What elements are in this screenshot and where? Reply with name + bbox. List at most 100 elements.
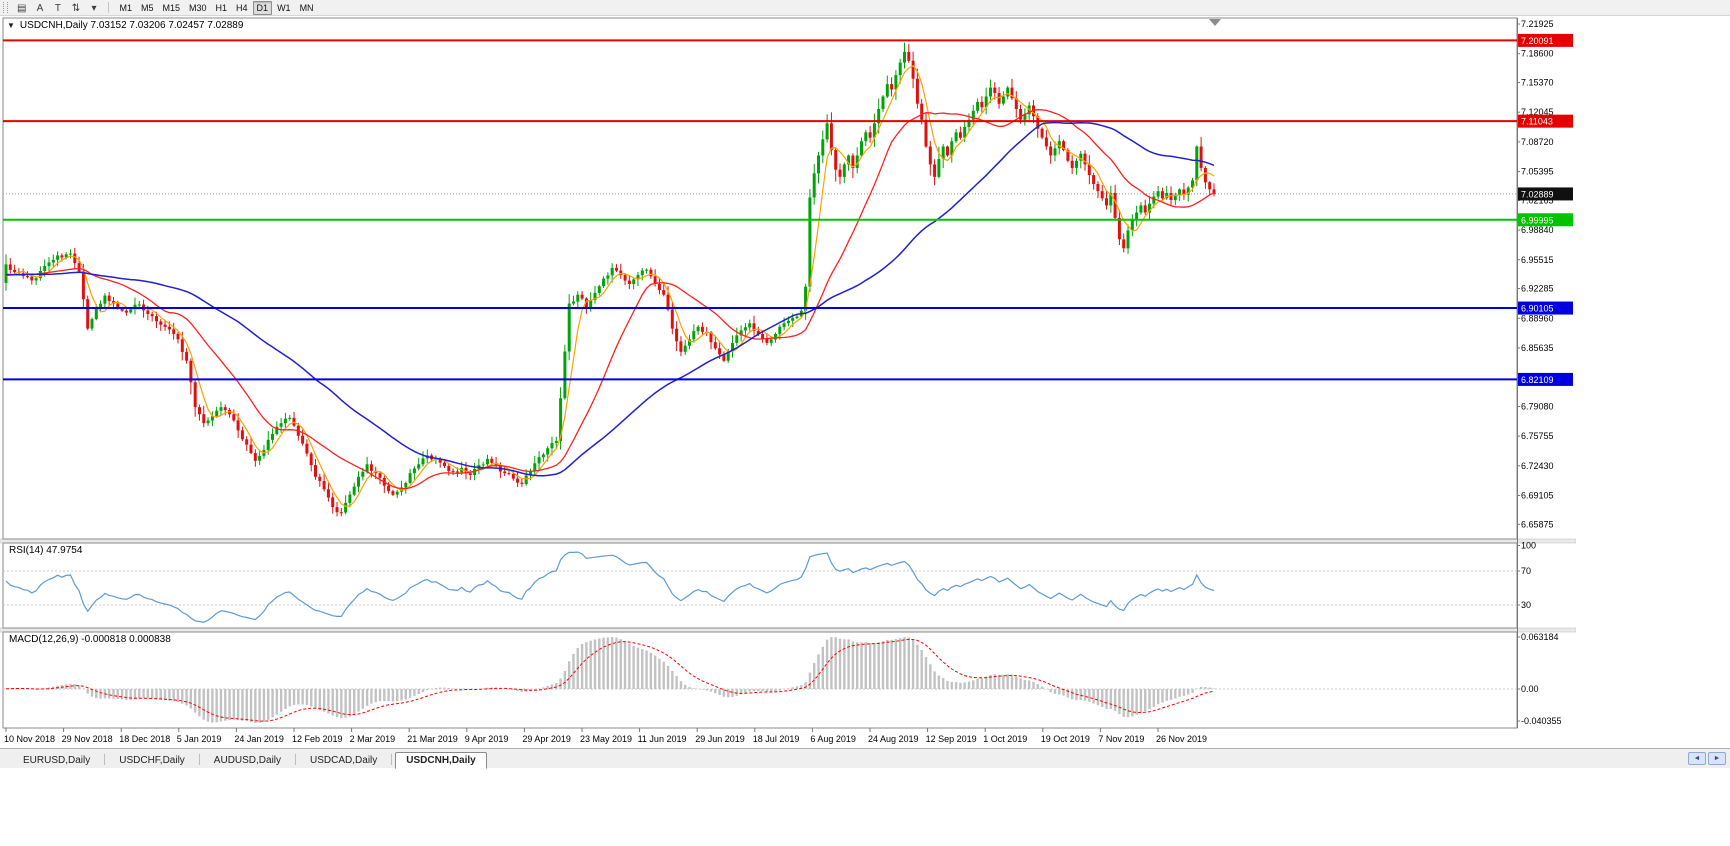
price-axis-label: 6.75755 <box>1521 431 1554 441</box>
panel-splitter[interactable] <box>0 627 1576 633</box>
indicator-tool-button[interactable]: ⇅ <box>71 2 81 14</box>
date-axis-label: 9 Apr 2019 <box>465 734 509 744</box>
date-axis-label: 6 Aug 2019 <box>810 734 856 744</box>
date-axis-label: 29 Nov 2018 <box>62 734 113 744</box>
main-chart-panel[interactable] <box>2 17 1518 540</box>
price-axis-label: 6.88960 <box>1521 313 1554 323</box>
price-axis-label: 7.21925 <box>1521 19 1554 29</box>
price-axis-label: 6.79080 <box>1521 401 1554 411</box>
date-axis-label: 26 Nov 2019 <box>1156 734 1207 744</box>
chart-tab-usdchf[interactable]: USDCHF,Daily <box>119 755 185 766</box>
panel-splitter[interactable] <box>0 538 1576 544</box>
rsi-axis-label: 30 <box>1521 600 1531 610</box>
price-axis-label: 7.12045 <box>1521 107 1554 117</box>
date-axis-label: 7 Nov 2019 <box>1098 734 1144 744</box>
tab-separator <box>391 754 393 765</box>
date-axis-label: 18 Jul 2019 <box>753 734 800 744</box>
ma-55-line <box>5 121 1215 477</box>
price-tag <box>1518 213 1573 227</box>
tab-separator <box>198 754 200 765</box>
tab-scroll-right-button[interactable]: ► <box>1708 752 1726 765</box>
ma-5-line <box>5 65 1215 508</box>
timeframe-m5-button[interactable]: M5 <box>140 2 154 13</box>
date-axis-label: 11 Jun 2019 <box>638 734 687 744</box>
tab-separator <box>104 754 106 765</box>
date-axis-label: 21 Mar 2019 <box>407 734 458 744</box>
date-axis-label: 12 Feb 2019 <box>292 734 343 744</box>
date-axis-label: 24 Jan 2019 <box>234 734 284 744</box>
price-axis-label: 6.72430 <box>1521 461 1554 471</box>
tab-separator <box>295 754 297 765</box>
price-axis-label: 7.05395 <box>1521 167 1554 177</box>
macd-axis-label: -0.040355 <box>1521 716 1562 726</box>
tab-scroll-left-button[interactable]: ◄ <box>1688 752 1706 765</box>
rsi-panel[interactable] <box>2 542 1518 629</box>
date-axis-label: 24 Aug 2019 <box>868 734 919 744</box>
price-axis-label: 7.15370 <box>1521 78 1554 88</box>
timeframe-mn-button[interactable]: MN <box>299 2 314 13</box>
macd-axis-label: 0.00 <box>1521 684 1539 694</box>
macd-axis-label: 0.063184 <box>1521 632 1559 642</box>
timeframe-h4-button[interactable]: H4 <box>236 2 248 13</box>
chart-tab-usdcnh[interactable]: USDCNH,Daily <box>395 752 487 769</box>
timeframe-h1-button[interactable]: H1 <box>215 2 228 13</box>
chart-header: ▼ USDCNH,Daily 7.03152 7.03206 7.02457 7… <box>7 20 243 31</box>
candles-layer <box>3 39 1517 517</box>
date-axis-label: 23 May 2019 <box>580 734 632 744</box>
date-axis-label: 19 Oct 2019 <box>1041 734 1090 744</box>
toolbar-separator <box>108 2 110 13</box>
price-tag <box>1518 301 1573 315</box>
text-tool-button[interactable]: T <box>54 2 61 14</box>
date-axis-label: 29 Jun 2019 <box>695 734 745 744</box>
price-tag-label: 6.82109 <box>1521 375 1554 385</box>
price-tag <box>1518 33 1573 47</box>
price-tag-label: 6.99995 <box>1521 215 1554 225</box>
timeframe-buttons: M1 M5 M15 M30 H1 H4 D1 W1 MN <box>115 0 317 15</box>
price-axis-label: 6.95515 <box>1521 255 1554 265</box>
toolbar: ▤ A T ⇅ ▾ M1 M5 M15 M30 H1 H4 D1 W1 MN <box>0 0 1730 16</box>
price-axis-label: 6.69105 <box>1521 490 1554 500</box>
date-axis-label: 12 Sep 2019 <box>926 734 977 744</box>
date-axis-label: 2 Mar 2019 <box>350 734 396 744</box>
price-tag <box>1518 114 1573 128</box>
rsi-axis-label: 70 <box>1521 566 1531 576</box>
date-axis-label: 5 Jan 2019 <box>177 734 222 744</box>
price-axis-label: 6.98840 <box>1521 225 1554 235</box>
chart-shift-marker-icon[interactable] <box>1209 19 1221 26</box>
chart-tab-usdcad[interactable]: USDCAD,Daily <box>310 755 378 766</box>
price-axis-label: 6.92285 <box>1521 284 1554 294</box>
chart-canvas[interactable]: 7.21925 7.18600 7.15370 7.12045 7.08720 7.053… <box>0 16 1576 749</box>
chart-tabs: EURUSD,Daily USDCHF,Daily AUDUSD,Daily USDC… <box>12 751 487 769</box>
rsi-axis-label: 100 <box>1521 541 1536 551</box>
price-tag-label: 7.20091 <box>1521 36 1554 46</box>
price-axis-label: 7.08720 <box>1521 137 1554 147</box>
price-tag <box>1518 372 1573 386</box>
timeframe-m30-button[interactable]: M30 <box>189 2 207 13</box>
macd-signal-line <box>5 638 1215 722</box>
timeframe-m1-button[interactable]: M1 <box>119 2 132 13</box>
timeframe-m15-button[interactable]: M15 <box>162 2 180 13</box>
tab-scrollbar: ◄ ► <box>1688 752 1726 765</box>
date-axis-label: 18 Dec 2018 <box>119 734 170 744</box>
chart-tab-audusd[interactable]: AUDUSD,Daily <box>213 755 282 766</box>
tool-icon-group: ▤ A T ⇅ ▾ <box>13 1 102 15</box>
chart-tab-eurusd[interactable]: EURUSD,Daily <box>23 755 91 766</box>
price-tag-label: 6.90105 <box>1521 304 1554 314</box>
chart-tab-bar: EURUSD,Daily USDCHF,Daily AUDUSD,Daily USDC… <box>0 748 1730 769</box>
cursor-tool-button[interactable]: A <box>36 2 44 14</box>
date-axis-label: 10 Nov 2018 <box>4 734 55 744</box>
rsi-line <box>5 551 1215 623</box>
chart-menu-arrow-icon[interactable]: ▼ <box>7 21 15 30</box>
rsi-layer <box>5 551 1215 623</box>
date-axis-label: 29 Apr 2019 <box>522 734 571 744</box>
macd-indicator-label: MACD(12,26,9) -0.000818 0.000838 <box>9 634 171 645</box>
toolbar-grip[interactable] <box>3 2 8 13</box>
timeframe-d1-button[interactable]: D1 <box>252 0 273 15</box>
timeframe-w1-button[interactable]: W1 <box>277 2 291 13</box>
price-tag <box>1518 187 1573 201</box>
price-tag-label: 7.02889 <box>1521 189 1554 199</box>
price-axis-label: 7.18600 <box>1521 49 1554 59</box>
tool-dropdown-arrow-icon[interactable]: ▾ <box>91 2 97 14</box>
date-axis-label: 1 Oct 2019 <box>983 734 1027 744</box>
chart-type-icon[interactable]: ▤ <box>17 2 27 14</box>
